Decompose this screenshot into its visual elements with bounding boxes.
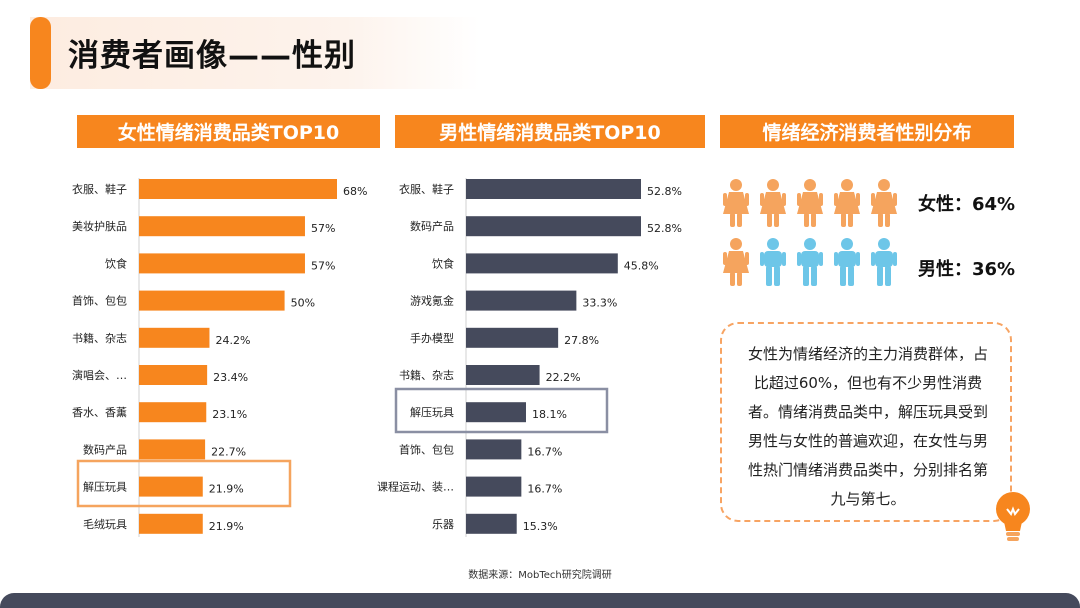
male-person-icon [759,237,787,287]
male-value-label-2: 52.8% [647,222,682,235]
female-bar-7 [139,402,207,423]
male-person-icon [796,237,824,287]
female-value-label-6: 23.4% [213,371,248,384]
male-bar-1 [466,179,641,199]
male-category-label-9: 课程运动、装… [377,481,454,494]
male-value-label-9: 16.7% [527,483,562,496]
female-category-label-7: 香水、香薰 [72,405,127,419]
female-person-icon [833,178,861,228]
male-value-label-1: 52.8% [647,185,682,198]
female-bar-9 [139,476,203,497]
male-value-label-10: 15.3% [523,520,558,533]
female-bar-10 [139,513,203,534]
male-category-label-8: 首饰、包包 [399,442,454,456]
male-category-label-1: 衣服、鞋子 [399,182,454,196]
female-person-icon [722,178,750,228]
female-person-icon [870,178,898,228]
female-value-label-4: 50% [291,297,315,310]
female-category-label-2: 美妆护肤品 [72,219,127,233]
title-accent-bar [30,17,51,89]
male-bar-9 [466,476,522,497]
male-bar-4 [466,290,577,311]
male-bar-3 [466,253,618,274]
female-person-icon [796,178,824,228]
female-bar-8 [139,439,206,460]
female-person-icon [722,237,750,287]
female-value-label-8: 22.7% [211,445,246,458]
male-chart-header: 男性情绪消费品类TOP10 [395,115,705,148]
male-value-label-5: 27.8% [564,334,599,347]
female-category-label-10: 毛绒玩具 [83,518,127,531]
female-category-label-6: 演唱会、… [72,368,127,382]
female-category-label-9: 解压玩具 [83,480,127,494]
female-category-label-4: 首饰、包包 [72,294,127,308]
male-bar-5 [466,327,559,348]
female-bar-1 [139,179,337,199]
female-value-label-9: 21.9% [209,483,244,496]
female-category-label-5: 书籍、杂志 [72,331,127,345]
male-category-label-7: 解压玩具 [410,405,454,419]
male-bar-2 [466,216,641,237]
female-category-label-1: 衣服、鞋子 [72,182,127,196]
female-bar-2 [139,216,305,237]
male-value-label-3: 45.8% [624,259,659,272]
male-category-label-10: 乐器 [432,518,454,531]
male-value-label-6: 22.2% [546,371,581,384]
bar-charts: 衣服、鞋子 68% 美妆护肤品 57% 饮食 57% 首饰、包包 50% 书籍、杂志 24.2% 演… [72,178,682,537]
female-icon-row [722,178,898,228]
lightbulb-icon [990,487,1036,551]
male-category-label-2: 数码产品 [410,219,454,233]
male-value-label-8: 16.7% [527,445,562,458]
page-title: 消费者画像——性别 [68,38,356,74]
male-category-label-3: 饮食 [432,256,454,270]
male-value-label-4: 33.3% [582,297,617,310]
female-category-label-8: 数码产品 [83,442,127,456]
male-person-icon [833,237,861,287]
insight-note: 女性为情绪经济的主力消费群体，占比超过60%，但也有不少男性消费者。情绪消费品类… [720,322,1012,522]
female-chart-header: 女性情绪消费品类TOP10 [77,115,380,148]
distribution-header: 情绪经济消费者性别分布 [720,115,1014,148]
male-highlight-box [394,387,609,434]
female-bar-3 [139,253,305,274]
male-icon-row [722,237,898,287]
female-value-label-7: 23.1% [212,408,247,421]
title-background [30,17,480,89]
male-bar-8 [466,439,522,460]
bottom-band [0,593,1080,608]
male-share-label: 男性：36% [918,259,1016,280]
male-value-label-7: 18.1% [532,408,567,421]
female-value-label-10: 21.9% [209,520,244,533]
male-category-label-5: 手办模型 [410,331,454,345]
male-bar-7 [466,402,526,423]
male-person-icon [870,237,898,287]
insight-text: 女性为情绪经济的主力消费群体，占比超过60%，但也有不少男性消费者。情绪消费品类… [747,345,988,508]
male-category-label-4: 游戏氪金 [410,294,454,308]
female-value-label-1: 68% [343,185,367,198]
data-source: 数据来源：MobTech研究院调研 [468,570,612,581]
female-value-label-5: 24.2% [215,334,250,347]
male-category-label-6: 书籍、杂志 [399,368,454,382]
female-person-icon [759,178,787,228]
female-bar-4 [139,290,285,311]
male-bar-10 [466,513,517,534]
male-bar-6 [466,365,540,385]
female-category-label-3: 饮食 [105,256,127,270]
female-value-label-3: 57% [311,259,335,272]
female-share-label: 女性：64% [918,194,1016,215]
female-bar-6 [139,365,208,385]
female-highlight-box [76,459,292,508]
female-value-label-2: 57% [311,222,335,235]
female-bar-5 [139,327,210,348]
